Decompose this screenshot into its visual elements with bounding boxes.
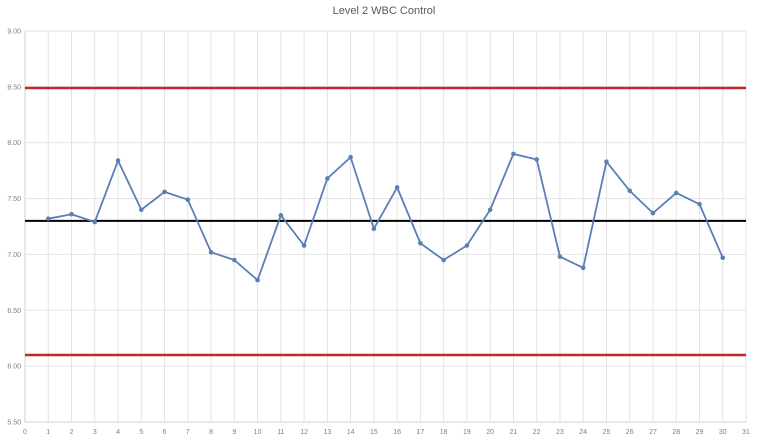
x-tick-label: 23 [556, 429, 564, 436]
data-point [673, 190, 679, 196]
data-point [278, 213, 284, 218]
y-tick-label: 8.50 [7, 84, 21, 91]
y-tick-label: 6.50 [7, 308, 21, 315]
data-point [348, 154, 353, 160]
data-point [208, 249, 214, 255]
data-point [604, 159, 609, 165]
data-point [650, 210, 656, 216]
data-point [441, 257, 446, 263]
data-point [580, 265, 586, 271]
x-tick-label: 9 [232, 429, 236, 436]
y-tick-label: 6.00 [7, 364, 21, 371]
data-point [255, 277, 260, 283]
data-point [92, 219, 98, 225]
x-tick-label: 16 [393, 429, 401, 436]
x-tick-label: 5 [139, 429, 143, 436]
data-point [394, 185, 400, 190]
data-point [138, 207, 144, 213]
data-point [511, 151, 516, 157]
data-point [45, 216, 51, 221]
y-tick-label: 9.00 [7, 29, 21, 36]
x-tick-label: 2 [70, 429, 74, 436]
x-tick-label: 24 [579, 429, 587, 436]
x-tick-label: 12 [300, 429, 308, 436]
data-point [627, 188, 633, 194]
x-tick-label: 13 [323, 429, 331, 436]
y-tick-label: 8.00 [7, 140, 21, 147]
x-tick-label: 29 [696, 429, 704, 436]
data-point [487, 207, 493, 213]
data-point [325, 176, 330, 181]
data-point [185, 197, 191, 202]
x-tick-label: 7 [186, 429, 190, 436]
x-tick-label: 25 [603, 429, 611, 436]
x-tick-label: 1 [46, 429, 50, 436]
data-point [162, 189, 167, 195]
data-point [115, 158, 121, 163]
x-tick-label: 8 [209, 429, 213, 436]
data-point [418, 240, 423, 246]
data-series-line [48, 152, 724, 282]
data-point [301, 243, 307, 248]
x-tick-label: 19 [463, 429, 471, 436]
data-point [371, 226, 377, 232]
x-tick-label: 22 [533, 429, 541, 436]
data-point [557, 254, 563, 259]
x-tick-label: 4 [116, 429, 120, 436]
x-tick-label: 27 [649, 429, 657, 436]
x-tick-label: 15 [370, 429, 378, 436]
x-tick-label: 31 [742, 429, 750, 436]
data-point [697, 201, 702, 207]
x-tick-label: 3 [93, 429, 97, 436]
x-tick-label: 10 [254, 429, 262, 436]
y-tick-label: 7.00 [7, 252, 21, 259]
data-point [534, 157, 539, 162]
x-tick-label: 28 [672, 429, 680, 436]
data-point [69, 211, 74, 217]
x-tick-label: 11 [277, 429, 284, 436]
data-point [720, 255, 726, 261]
x-tick-label: 17 [416, 429, 424, 436]
y-tick-label: 5.50 [7, 420, 21, 427]
chart-title: Level 2 WBC Control [332, 5, 436, 17]
x-tick-label: 18 [440, 429, 448, 436]
x-tick-label: 30 [719, 429, 727, 436]
data-point [232, 257, 237, 263]
x-tick-label: 6 [163, 429, 167, 436]
x-tick-label: 21 [510, 429, 518, 436]
y-tick-label: 7.50 [7, 196, 21, 203]
x-tick-label: 20 [486, 429, 494, 436]
x-tick-label: 0 [23, 429, 27, 436]
x-tick-label: 14 [347, 429, 355, 436]
x-tick-label: 26 [626, 429, 634, 436]
data-point [464, 243, 470, 248]
